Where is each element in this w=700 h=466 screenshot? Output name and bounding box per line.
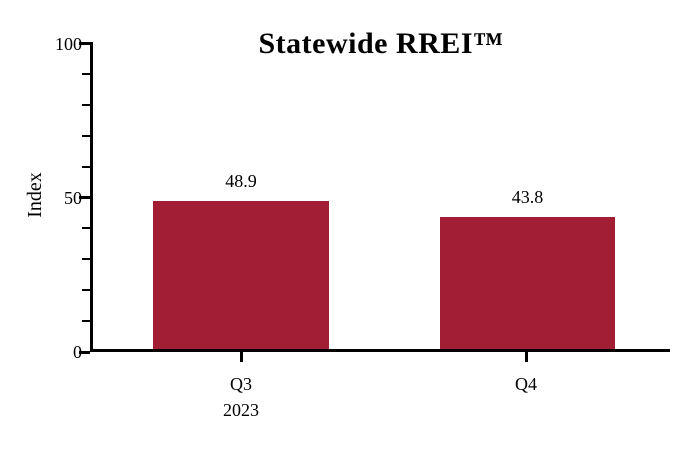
bar-value-label-q4: 43.8 [511,187,544,207]
bar-q3 [153,201,329,349]
y-axis-minor-tick [82,134,90,137]
y-tick-label-50: 50 [64,188,82,208]
y-axis-minor-tick [82,72,90,75]
x-tick-label-q3: Q3 [230,374,252,394]
y-axis-line [90,42,93,352]
y-axis-major-tick [79,196,90,199]
y-axis-minor-tick [82,289,90,292]
x-axis-tick-q3 [240,352,243,362]
y-tick-label-0: 0 [73,342,82,362]
chart-title: Statewide RREI™ [258,27,504,60]
x-axis-line [90,349,670,352]
y-axis-minor-tick [82,258,90,261]
y-tick-label-100: 100 [55,34,82,54]
x-axis-tick-q4 [525,352,528,362]
bar-value-label-q3: 48.9 [225,171,257,191]
y-axis-minor-tick [82,103,90,106]
y-axis-minor-tick [82,227,90,230]
bar-q4 [440,217,615,349]
x-tick-label-q4: Q4 [515,374,537,394]
y-axis-major-tick [79,41,90,45]
y-axis-minor-tick [82,320,90,323]
x-axis-year-label: 2023 [223,400,259,420]
y-axis-minor-tick [82,165,90,168]
y-axis-major-tick [79,350,90,354]
